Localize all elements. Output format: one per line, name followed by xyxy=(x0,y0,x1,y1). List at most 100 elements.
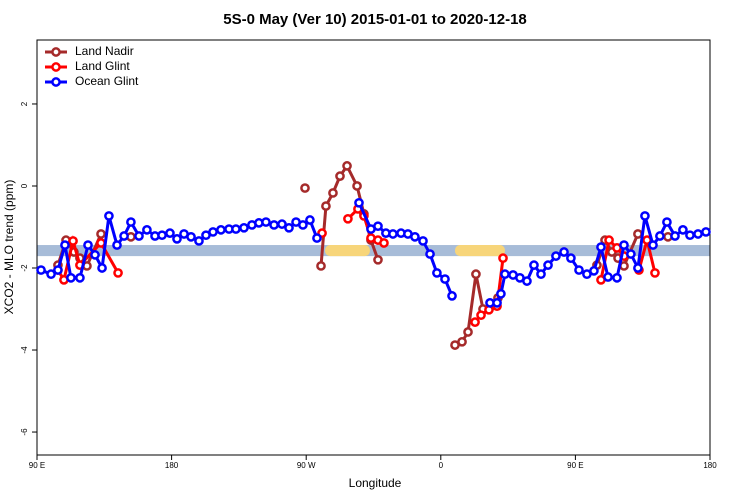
point xyxy=(447,291,457,301)
point xyxy=(536,269,546,280)
point xyxy=(66,272,76,283)
point xyxy=(60,240,70,250)
point xyxy=(90,250,100,260)
point xyxy=(522,276,532,286)
point xyxy=(410,231,420,242)
point xyxy=(496,288,506,299)
point xyxy=(75,272,85,283)
point xyxy=(457,336,467,347)
y-tick-label: 2 xyxy=(20,101,29,106)
chart-title: 5S-0 May (Ver 10) 2015-01-01 to 2020-12-… xyxy=(223,11,527,28)
point xyxy=(612,272,622,283)
point xyxy=(619,240,629,250)
point xyxy=(373,254,383,265)
point xyxy=(298,220,308,230)
point xyxy=(551,251,561,261)
point xyxy=(701,227,711,237)
point xyxy=(239,222,249,233)
point xyxy=(476,310,486,321)
point xyxy=(440,274,450,284)
point xyxy=(342,161,352,171)
x-tick-label: 90 W xyxy=(297,461,316,470)
point xyxy=(662,217,672,227)
point xyxy=(97,263,107,273)
point xyxy=(626,249,636,259)
point xyxy=(165,228,175,238)
point xyxy=(589,266,599,276)
legend-label: Land Nadir xyxy=(75,44,134,58)
x-tick-label: 90 E xyxy=(29,461,45,470)
legend-marker xyxy=(51,47,61,57)
legend-marker xyxy=(51,77,61,87)
point xyxy=(83,240,93,250)
point xyxy=(596,242,606,252)
point xyxy=(284,222,294,233)
point xyxy=(261,217,271,227)
x-tick-label: 180 xyxy=(165,461,179,470)
point xyxy=(186,231,196,242)
y-tick-label: -6 xyxy=(20,428,29,436)
point xyxy=(343,213,353,224)
point xyxy=(53,265,63,275)
point xyxy=(36,265,46,275)
point xyxy=(269,220,279,230)
point xyxy=(471,269,481,280)
x-tick-label: 0 xyxy=(439,461,444,470)
point xyxy=(352,181,362,191)
point xyxy=(379,238,389,248)
point xyxy=(113,268,123,278)
point xyxy=(463,327,473,337)
point xyxy=(693,229,703,239)
y-tick-label: 0 xyxy=(20,183,29,188)
legend-label: Ocean Glint xyxy=(75,74,139,88)
y-tick-label: -4 xyxy=(20,346,29,354)
point xyxy=(604,235,614,245)
point xyxy=(650,268,660,278)
point xyxy=(96,229,106,239)
point xyxy=(418,236,428,246)
point xyxy=(277,219,287,229)
y-axis-label: XCO2 - MLO trend (ppm) xyxy=(2,180,16,315)
point xyxy=(231,224,241,234)
point xyxy=(633,263,643,273)
point xyxy=(432,268,442,278)
point xyxy=(172,234,182,244)
point xyxy=(670,231,680,241)
point xyxy=(388,229,398,239)
point xyxy=(470,317,480,327)
point xyxy=(633,229,643,239)
point xyxy=(216,225,226,235)
legend-label: Land Glint xyxy=(75,59,130,73)
point xyxy=(142,225,152,235)
point xyxy=(316,261,326,271)
point xyxy=(300,183,310,193)
point xyxy=(194,236,204,246)
plot-frame xyxy=(36,39,711,456)
point xyxy=(574,265,584,275)
point xyxy=(603,272,613,282)
point xyxy=(68,236,78,246)
point xyxy=(305,215,315,225)
point xyxy=(328,188,338,198)
legend-marker xyxy=(51,62,61,72)
point xyxy=(321,201,331,211)
x-tick-label: 180 xyxy=(703,461,717,470)
y-tick-label: -2 xyxy=(20,264,29,272)
x-axis-label: Longitude xyxy=(349,476,402,490)
point xyxy=(640,211,650,221)
point xyxy=(126,217,136,227)
point xyxy=(119,231,129,241)
point xyxy=(655,231,665,241)
highlight-range xyxy=(455,245,505,257)
point xyxy=(529,260,539,270)
point xyxy=(335,171,345,181)
point xyxy=(492,298,502,308)
point xyxy=(500,269,510,280)
highlight-range xyxy=(325,245,370,257)
point xyxy=(559,247,569,257)
point xyxy=(425,249,435,259)
point xyxy=(208,227,218,237)
point xyxy=(112,240,122,250)
point xyxy=(543,260,553,270)
point xyxy=(312,233,322,243)
